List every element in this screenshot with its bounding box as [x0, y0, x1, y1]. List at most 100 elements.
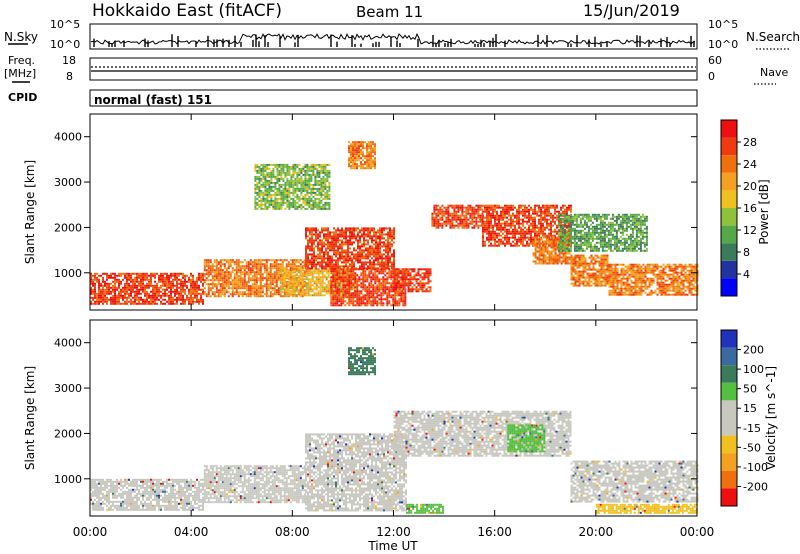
power-echo-cell	[473, 214, 476, 217]
power-echo-cell	[518, 218, 520, 221]
power-echo-cell	[267, 283, 270, 286]
noise-left-tick-top: 10^5	[50, 18, 80, 31]
power-echo-cell	[168, 278, 170, 281]
power-echo-cell	[433, 224, 436, 227]
power-echo-cell	[492, 226, 494, 229]
power-echo-cell	[540, 218, 542, 221]
power-echo-cell	[100, 290, 102, 293]
power-echo-cell	[604, 280, 607, 283]
power-echo-cell	[215, 273, 218, 276]
power-echo-cell	[156, 272, 158, 275]
power-echo-cell	[622, 287, 625, 290]
power-echo-cell	[325, 249, 327, 252]
power-echo-cell	[540, 232, 542, 235]
power-echo-cell	[333, 263, 335, 266]
power-echo-cell	[348, 286, 351, 289]
power-echo-cell	[610, 275, 613, 278]
power-echo-cell	[578, 260, 581, 263]
power-echo-cell	[554, 260, 557, 263]
power-echo-cell	[313, 270, 316, 273]
power-echo-cell	[391, 229, 393, 232]
power-echo-cell	[190, 282, 192, 285]
power-echo-cell	[366, 268, 369, 271]
power-echo-cell	[233, 291, 236, 294]
power-echo-cell	[359, 249, 361, 252]
power-echo-cell	[451, 212, 454, 215]
power-echo-cell	[614, 277, 617, 280]
power-echo-cell	[104, 272, 106, 275]
power-echo-cell	[334, 276, 337, 279]
power-echo-cell	[305, 259, 307, 262]
power-echo-cell	[522, 240, 524, 243]
power-echo-cell	[504, 210, 506, 213]
power-echo-cell	[459, 208, 462, 211]
power-echo-cell	[377, 245, 379, 248]
power-echo-cell	[385, 255, 387, 258]
power-echo-cell	[354, 300, 357, 303]
power-echo-cell	[211, 291, 214, 294]
power-echo-cell	[556, 204, 558, 207]
power-echo-cell	[542, 222, 544, 225]
power-echo-cell	[249, 277, 252, 280]
power-echo-cell	[520, 222, 522, 225]
power-echo-cell	[164, 288, 166, 291]
power-echo-cell	[435, 224, 438, 227]
power-echo-cell	[578, 276, 581, 279]
power-echo-cell	[209, 269, 212, 272]
power-echo-cell	[277, 277, 280, 280]
power-echo-cell	[188, 292, 190, 295]
power-echo-cell	[427, 274, 430, 277]
power-echo-cell	[334, 288, 337, 291]
power-echo-cell	[606, 260, 609, 263]
power-echo-cell	[552, 240, 555, 243]
power-echo-cell	[178, 296, 180, 299]
power-echo-cell	[586, 280, 589, 283]
power-echo-cell	[106, 302, 108, 305]
power-echo-cell	[342, 276, 345, 279]
power-echo-cell	[259, 275, 262, 278]
power-echo-cell	[263, 277, 266, 280]
power-echo-cell	[96, 280, 98, 283]
power-echo-cell	[612, 277, 615, 280]
power-echo-cell	[574, 270, 577, 273]
power-echo-cell	[253, 279, 256, 282]
power-echo-cell	[285, 290, 288, 293]
power-echo-cell	[313, 276, 316, 279]
power-echo-cell	[297, 289, 300, 292]
power-echo-cell	[548, 224, 550, 227]
power-echo-cell	[146, 286, 148, 289]
power-echo-cell	[146, 298, 148, 301]
power-echo-cell	[341, 251, 343, 254]
power-echo-cell	[297, 261, 300, 264]
power-echo-cell	[372, 290, 375, 293]
power-echo-cell	[544, 260, 547, 263]
power-echo-cell	[550, 244, 553, 247]
power-echo-cell	[170, 294, 172, 297]
power-echo-cell	[383, 265, 385, 268]
power-echo-cell	[319, 257, 321, 260]
power-echo-cell	[98, 290, 100, 293]
power-echo-cell	[500, 212, 502, 215]
power-echo-cell	[396, 292, 399, 295]
power-echo-cell	[327, 265, 329, 268]
power-echo-cell	[398, 300, 401, 303]
power-echo-cell	[275, 283, 278, 286]
power-echo-cell	[112, 296, 114, 299]
power-echo-cell	[534, 204, 536, 207]
power-echo-cell	[317, 241, 319, 244]
power-echo-cell	[520, 210, 522, 213]
power-echo-cell	[265, 277, 268, 280]
power-echo-cell	[251, 275, 254, 278]
power-echo-cell	[447, 218, 450, 221]
power-echo-cell	[542, 228, 544, 231]
power-echo-cell	[592, 256, 595, 259]
power-echo-cell	[243, 277, 246, 280]
power-echo-cell	[542, 244, 545, 247]
power-echo-cell	[295, 278, 298, 281]
power-echo-cell	[146, 282, 148, 285]
power-echo-cell	[385, 243, 387, 246]
power-echo-cell	[602, 262, 605, 265]
power-echo-cell	[327, 231, 329, 234]
power-echo-cell	[622, 277, 625, 280]
power-echo-cell	[382, 304, 385, 307]
